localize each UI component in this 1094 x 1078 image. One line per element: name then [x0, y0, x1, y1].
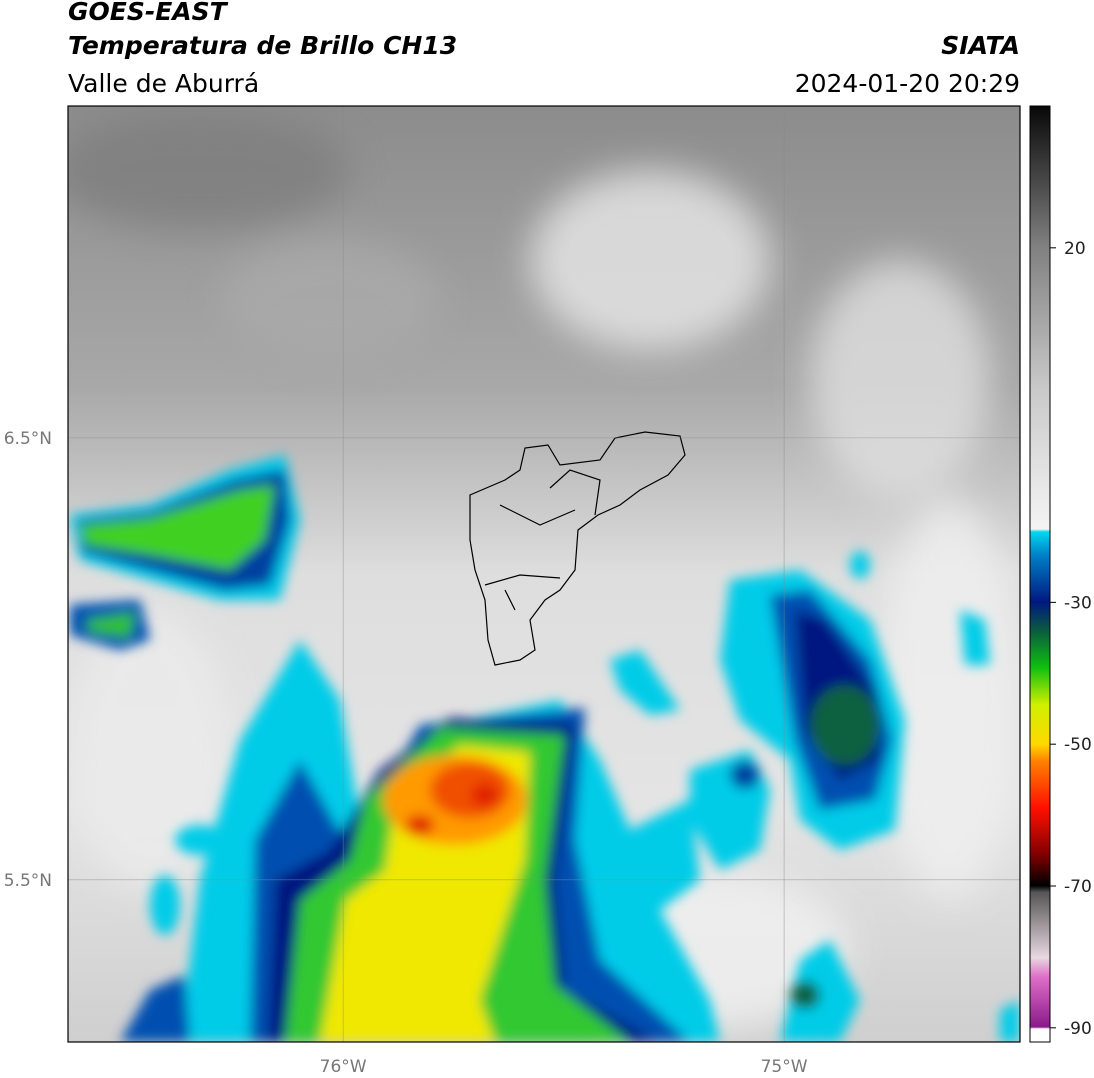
lon-label: 75°W: [761, 1057, 808, 1077]
subtitle: Temperatura de Brillo CH13: [68, 31, 457, 60]
graticule: [68, 106, 1020, 1042]
colorbar-tick-label: 20: [1064, 239, 1086, 259]
datetime: 2024-01-20 20:29: [795, 69, 1020, 98]
satellite-image: [68, 106, 1020, 1042]
title: GOES-EAST: [68, 0, 229, 26]
map-frame: [67, 105, 1021, 1043]
colorbar-tick-label: -50: [1064, 735, 1092, 755]
lat-label: 5.5°N: [4, 871, 52, 891]
source: SIATA: [941, 31, 1020, 60]
colorbar: [1029, 105, 1051, 1043]
colorbar-tick-label: -70: [1064, 877, 1092, 897]
colorbar-tick-label: -90: [1064, 1019, 1092, 1039]
colorbar-tick-label: -30: [1064, 593, 1092, 613]
region: Valle de Aburrá: [68, 69, 259, 98]
municipal-boundaries: [469, 431, 686, 666]
lat-label: 6.5°N: [4, 429, 52, 449]
lon-label: 76°W: [320, 1057, 367, 1077]
